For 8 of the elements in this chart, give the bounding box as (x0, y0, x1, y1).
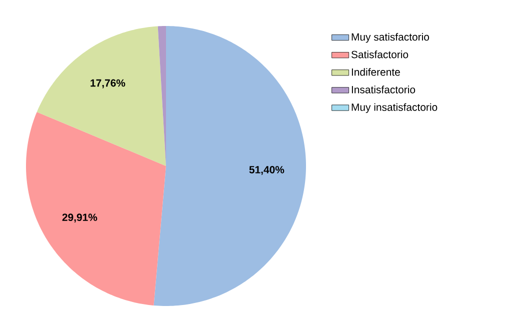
legend-label: Insatisfactorio (352, 86, 416, 94)
legend-label: Indiferente (352, 68, 400, 76)
data-label: 17,76% (90, 79, 126, 88)
legend-label: Muy insatisfactorio (352, 103, 438, 113)
data-label: 29,91% (62, 214, 98, 223)
legend-label: Muy satisfactorio (352, 32, 430, 43)
data-label: 51,40% (249, 166, 284, 175)
legend-label: Satisfactorio (351, 50, 408, 58)
